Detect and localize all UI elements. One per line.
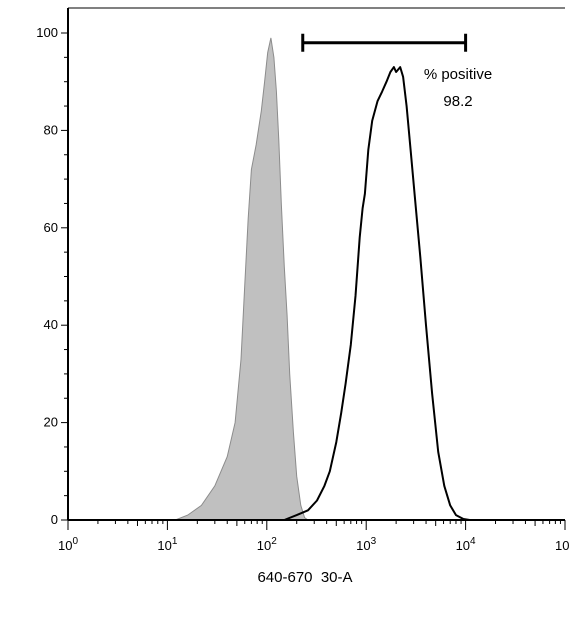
- x-tick-label: 104: [456, 536, 476, 553]
- series-1-line: [283, 66, 470, 521]
- series-0-area: [175, 37, 310, 521]
- y-tick-label: 20: [44, 415, 58, 430]
- x-tick-label: 102: [257, 536, 277, 553]
- y-tick-label: 60: [44, 220, 58, 235]
- y-tick-label: 40: [44, 317, 58, 332]
- x-axis-title: 640-670 30-A: [257, 569, 352, 586]
- y-tick-label: 100: [36, 25, 58, 40]
- series-layer: [175, 37, 470, 521]
- x-tick-label: 100: [58, 536, 78, 553]
- x-tick-label: 103: [356, 536, 376, 553]
- y-tick-label: 80: [44, 122, 58, 137]
- y-tick-label: 0: [51, 512, 58, 527]
- gate-value: 98.2: [443, 93, 472, 110]
- axes-layer: 0 20 40 60 80 100 100 101 102 103 104 105: [36, 8, 570, 553]
- x-tick-label: 105: [555, 536, 570, 553]
- x-tick-label: 101: [157, 536, 177, 553]
- gate-layer: % positive 98.2: [301, 33, 492, 110]
- gate-label: % positive: [424, 66, 492, 83]
